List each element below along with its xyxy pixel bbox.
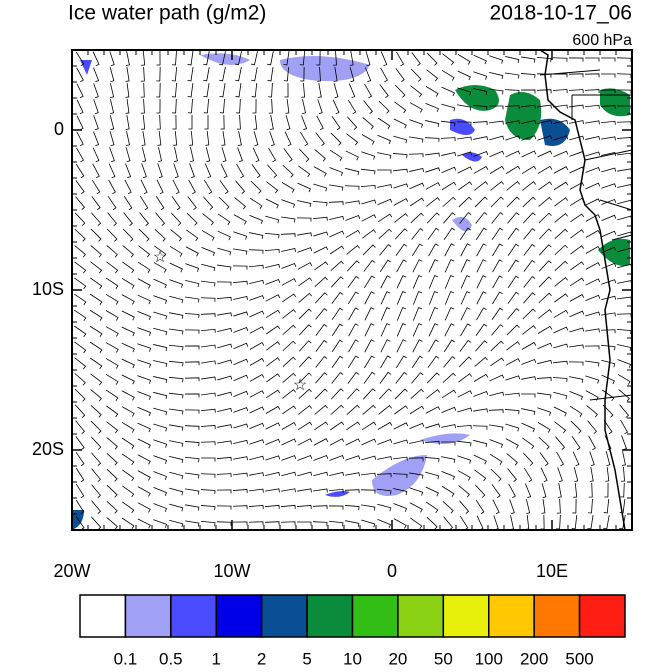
colorbar-label: 2: [257, 649, 266, 667]
colorbar-box: [170, 594, 217, 638]
colorbar-label: 100: [475, 649, 503, 667]
colorbar-label: 200: [520, 649, 548, 667]
marker: ☆: [153, 249, 167, 266]
y-tick-label: 20S: [32, 439, 64, 459]
colorbar: 0.1 0.5 1 2 5 10 20 50 100 200 500: [79, 594, 626, 668]
colorbar-label: 50: [434, 649, 453, 667]
colorbar-box: [488, 594, 535, 638]
title: Ice water path (g/m2): [68, 2, 266, 25]
colorbar-box: [215, 594, 263, 638]
colorbar-label: 0.5: [159, 649, 183, 667]
x-tick-label: 10W: [213, 561, 250, 581]
colorbar-label: 500: [565, 649, 593, 667]
colorbar-box: [260, 594, 308, 638]
colorbar-box: [124, 594, 172, 638]
y-tick-label: 0: [54, 119, 64, 139]
wind-barbs: [73, 50, 633, 531]
colorbar-label: 1: [212, 649, 221, 667]
y-tick-label: 10S: [32, 279, 64, 299]
colorbar-label: 20: [388, 649, 407, 667]
map: ☆ ☆: [71, 49, 633, 531]
coastline: [539, 49, 626, 531]
colorbar-box: [397, 594, 445, 638]
level: 600 hPa: [572, 32, 632, 49]
colorbar-box: [578, 594, 626, 638]
colorbar-box: [79, 594, 127, 638]
colorbar-box: [351, 594, 399, 638]
marker: ☆: [293, 377, 307, 394]
x-tick-label: 10E: [536, 561, 568, 581]
colorbar-box: [533, 594, 581, 638]
colorbar-label: 0.1: [114, 649, 138, 667]
colorbar-label: 5: [302, 649, 311, 667]
colorbar-box: [442, 594, 490, 638]
colorbar-box: [306, 594, 354, 638]
x-tick-label: 20W: [53, 561, 90, 581]
x-tick-label: 0: [387, 561, 397, 581]
date: 2018-10-17_06: [490, 2, 632, 25]
colorbar-label: 10: [343, 649, 362, 667]
borders: [539, 69, 633, 401]
